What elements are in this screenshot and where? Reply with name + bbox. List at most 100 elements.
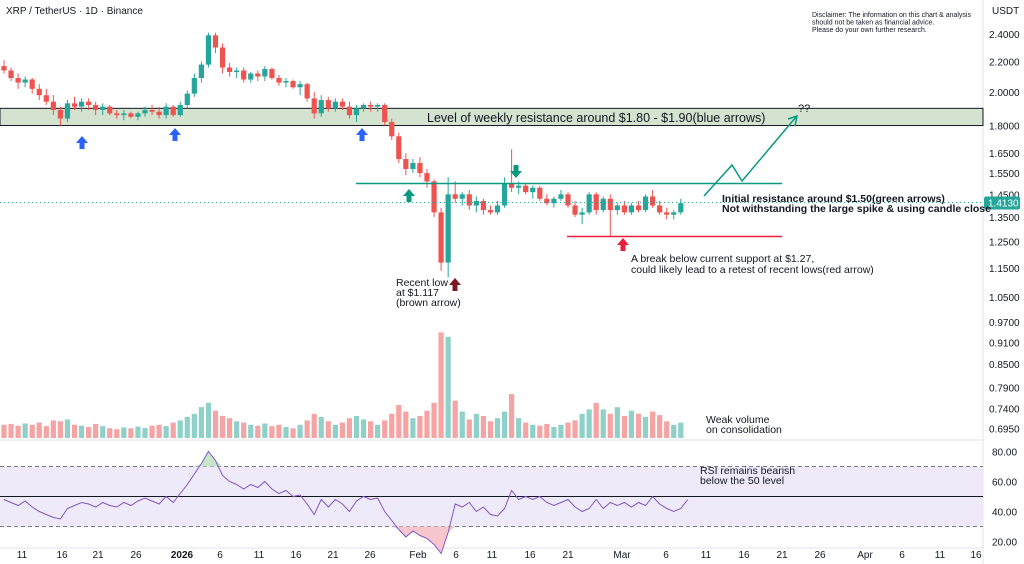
candle-body: [621, 205, 627, 213]
candle-body: [290, 81, 296, 88]
candle-body: [78, 101, 85, 107]
green-arrow: [403, 189, 415, 202]
price-tick-label: 1.2500: [989, 238, 1020, 249]
time-tick-label: 16: [738, 550, 750, 561]
candle-body: [544, 198, 550, 204]
candle-body: [156, 111, 162, 116]
volume-bar: [650, 411, 656, 438]
volume-bar: [36, 422, 42, 438]
volume-bar: [107, 428, 113, 438]
candle-body: [57, 110, 63, 119]
price-tick-label: 1.3500: [989, 213, 1020, 224]
volume-bar: [227, 418, 233, 438]
candle-body: [431, 181, 437, 213]
candle-body: [325, 100, 331, 109]
candle-body: [64, 103, 71, 119]
projection-path: [703, 116, 797, 197]
candle-body: [36, 88, 42, 96]
price-tick-label: 1.4500: [989, 190, 1020, 201]
disclaimer-line: Disclaimer: The information on this char…: [812, 12, 971, 19]
candle-body: [311, 98, 317, 114]
volume-bar: [29, 424, 35, 438]
volume-bar: [551, 427, 557, 438]
candle-body: [579, 212, 585, 215]
time-tick-label: 6: [899, 550, 905, 561]
candle-body: [198, 64, 204, 79]
candle-body: [8, 70, 14, 79]
blue-arrow: [76, 136, 88, 149]
candle-body: [22, 79, 28, 83]
last-price-label: 1.4130: [988, 199, 1019, 210]
time-tick-label: 26: [130, 550, 142, 561]
volume-bar: [156, 424, 162, 438]
volume-bar: [424, 410, 430, 438]
volume-bar: [100, 426, 106, 438]
time-tick-label: 6: [453, 550, 459, 561]
candle-body: [318, 100, 324, 114]
rsi-oversold-fill: [419, 526, 427, 539]
candle-body: [635, 205, 642, 211]
candle-body: [121, 113, 127, 116]
volume-bar: [628, 410, 635, 438]
volume-bar: [290, 428, 296, 438]
disclaimer-line: should not be taken as financial advice.: [812, 20, 934, 27]
candle-body: [650, 196, 656, 206]
rsi-oversold-fill: [412, 526, 420, 536]
volume-bar: [332, 424, 338, 438]
rsi-annotation: RSI remains bearish: [700, 465, 795, 477]
candle-body: [487, 210, 494, 213]
volume-bar: [177, 420, 183, 438]
candle-body: [389, 122, 395, 137]
time-tick-label: 2026: [171, 550, 194, 561]
volume-bar: [219, 416, 226, 438]
volume-bar: [445, 336, 451, 438]
candle-body: [375, 104, 381, 107]
volume-bar: [509, 394, 515, 438]
volume-bar: [664, 421, 670, 438]
time-tick-label: 11: [935, 550, 946, 561]
volume-bar: [170, 422, 176, 438]
volume-bar: [438, 332, 444, 438]
volume-bar: [142, 427, 148, 438]
candle-body: [142, 110, 148, 114]
candle-body: [50, 101, 56, 111]
disclaimer-line: Please do your own further research.: [812, 27, 927, 34]
candle-body: [227, 67, 233, 72]
price-tick-label: 0.7400: [989, 404, 1020, 415]
time-tick-label: 11: [254, 550, 265, 561]
price-tick-label: 1.1500: [989, 264, 1020, 275]
time-tick-label: Apr: [857, 550, 873, 561]
volume-bar: [262, 423, 268, 438]
volume-bar: [15, 425, 21, 438]
candle-body: [424, 173, 430, 182]
resistance-zone: [0, 107, 984, 127]
time-tick-label: 6: [663, 550, 669, 561]
volume-bar: [71, 424, 78, 438]
volume-bar: [389, 413, 395, 438]
volume-bar: [198, 407, 204, 438]
candle-body: [212, 35, 219, 48]
time-tick-label: 16: [970, 550, 982, 561]
candle-body: [255, 73, 261, 77]
time-tick-label: 16: [524, 550, 536, 561]
candle-body: [219, 47, 226, 68]
volume-bar: [544, 423, 550, 438]
candle-body: [438, 212, 444, 263]
time-tick-label: 11: [487, 550, 498, 561]
volume-bar: [487, 421, 494, 438]
time-tick-label: 11: [17, 550, 28, 561]
volume-bar: [494, 418, 501, 438]
candle-body: [628, 205, 635, 213]
rsi-oversold-fill: [398, 526, 406, 537]
candle-body: [501, 183, 508, 206]
candle-body: [368, 104, 374, 107]
chart-title: XRP / TetherUS · 1D · Binance: [6, 6, 143, 17]
volume-bar: [114, 429, 120, 438]
volume-bar: [466, 419, 472, 438]
candle-body: [177, 104, 183, 116]
candle-body: [494, 205, 501, 213]
candle-body: [600, 198, 606, 211]
candle-body: [403, 159, 409, 170]
time-tick-label: 21: [92, 550, 104, 561]
